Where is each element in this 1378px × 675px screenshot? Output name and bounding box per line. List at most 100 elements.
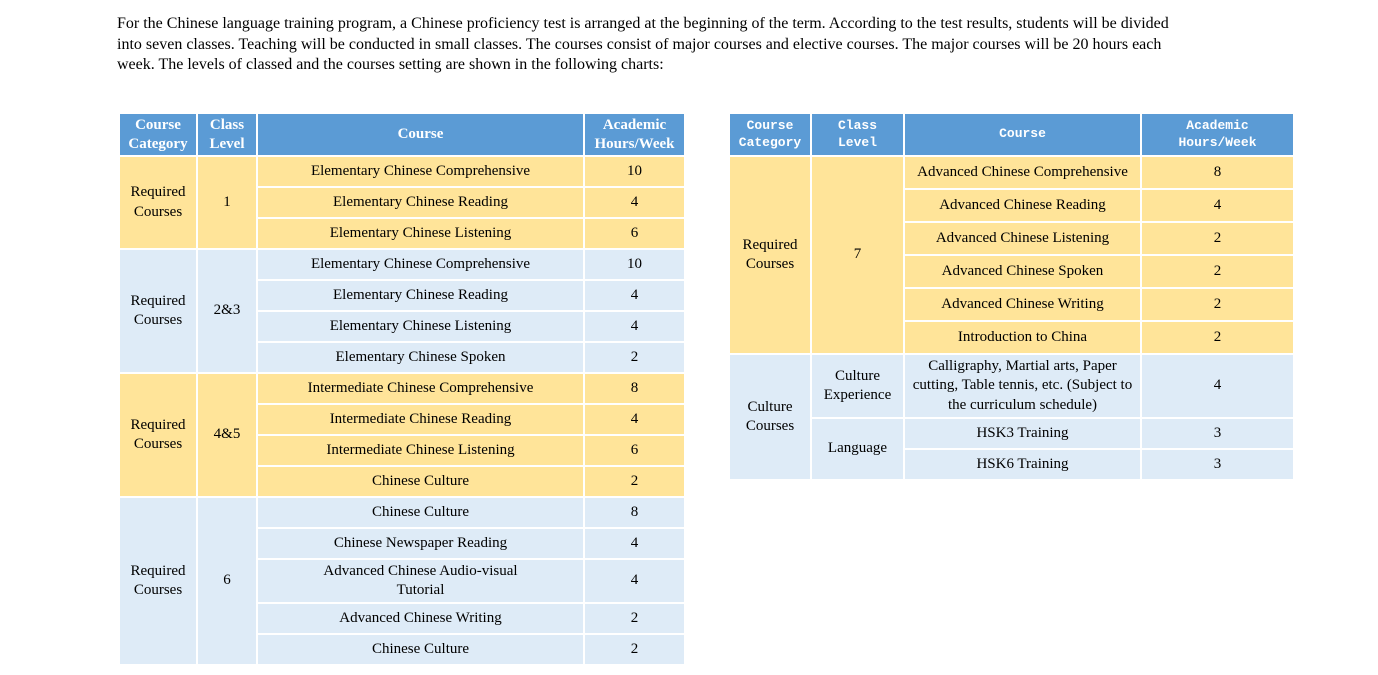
header-cell-category: Course Category — [118, 112, 198, 157]
hours-cell: 2 — [1140, 221, 1295, 256]
table-row: Advanced Chinese Listening 2 — [729, 221, 1295, 256]
table-row: Intermediate Chinese Listening 6 — [119, 434, 686, 467]
category-cell: Required Courses — [118, 496, 198, 666]
hours-cell: 2 — [1140, 254, 1295, 289]
hours-cell: 8 — [1140, 155, 1295, 190]
table-row: Advanced Chinese Spoken 2 — [729, 254, 1295, 289]
level-cell: Culture Experience — [810, 353, 905, 419]
table-row: Required Courses 6 Chinese Culture 8 — [118, 496, 686, 666]
table-row: Chinese Culture 2 — [119, 633, 686, 666]
category-cell: Required Courses — [118, 248, 198, 374]
hours-cell: 4 — [583, 186, 686, 219]
hours-cell: 2 — [583, 633, 686, 666]
category-cell: Culture Courses — [728, 353, 812, 481]
header-cell-category: Course Category — [728, 112, 812, 157]
course-cell: Elementary Chinese Reading — [256, 186, 585, 219]
hours-cell: 4 — [1140, 188, 1295, 223]
hours-cell: 4 — [583, 558, 686, 604]
course-cell: Chinese Newspaper Reading — [256, 527, 585, 560]
course-cell: Elementary Chinese Reading — [256, 279, 585, 312]
course-cell: HSK3 Training — [903, 417, 1142, 450]
hours-cell: 4 — [583, 279, 686, 312]
intro-line: into seven classes. Teaching will be con… — [117, 35, 1162, 53]
header-row: Course Category Class Level Course Acade… — [728, 112, 1295, 157]
hours-cell: 4 — [583, 527, 686, 560]
hours-cell: 8 — [583, 496, 686, 529]
header-cell-level: Class Level — [810, 112, 905, 157]
course-cell: Advanced Chinese Comprehensive — [903, 155, 1142, 190]
level-cell: 2&3 — [196, 248, 258, 374]
course-cell: Calligraphy, Martial arts, Paper cutting… — [903, 353, 1142, 419]
hours-cell: 2 — [583, 465, 686, 498]
hours-cell: 10 — [583, 155, 686, 188]
course-cell: Elementary Chinese Spoken — [256, 341, 585, 374]
hours-cell: 2 — [583, 602, 686, 635]
right-course-table: Course Category Class Level Course Acade… — [728, 112, 1295, 481]
table-row: Intermediate Chinese Reading 4 — [119, 403, 686, 436]
course-cell: Intermediate Chinese Reading — [256, 403, 585, 436]
table-row: Elementary Chinese Spoken 2 — [119, 341, 686, 374]
table-row: Elementary Chinese Reading 4 — [119, 279, 686, 312]
category-cell: Required Courses — [728, 155, 812, 355]
course-cell: Elementary Chinese Comprehensive — [256, 248, 585, 281]
table-row: Advanced Chinese Reading 4 — [729, 188, 1295, 223]
level-cell: 1 — [196, 155, 258, 250]
hours-cell: 6 — [583, 434, 686, 467]
hours-cell: 10 — [583, 248, 686, 281]
hours-cell: 6 — [583, 217, 686, 250]
course-cell: Intermediate Chinese Listening — [256, 434, 585, 467]
table-row: Elementary Chinese Listening 6 — [119, 217, 686, 250]
table-row: Required Courses 7 Advanced Chinese Comp… — [728, 155, 1295, 355]
header-cell-course: Course — [256, 112, 585, 157]
table-row: Chinese Newspaper Reading 4 — [119, 527, 686, 560]
hours-cell: 3 — [1140, 417, 1295, 450]
course-cell: Elementary Chinese Comprehensive — [256, 155, 585, 188]
course-cell: Elementary Chinese Listening — [256, 310, 585, 343]
hours-cell: 2 — [1140, 287, 1295, 322]
table-row: Advanced Chinese Writing 2 — [729, 287, 1295, 322]
intro-line: For the Chinese language training progra… — [117, 15, 1169, 32]
course-cell: Chinese Culture — [256, 633, 585, 666]
course-cell: Advanced Chinese Listening — [903, 221, 1142, 256]
table-row: Required Courses 1 Elementary Chinese Co… — [118, 155, 686, 250]
intro-paragraph: For the Chinese language training progra… — [117, 14, 1169, 76]
left-course-table: Course Category Class Level Course Acade… — [118, 112, 686, 666]
hours-cell: 2 — [1140, 320, 1295, 355]
course-cell: Elementary Chinese Listening — [256, 217, 585, 250]
level-cell: 7 — [810, 155, 905, 355]
hours-cell: 4 — [583, 310, 686, 343]
table-row: Chinese Culture 2 — [119, 465, 686, 498]
course-cell: Chinese Culture — [256, 465, 585, 498]
table-row: Required Courses 2&3 Elementary Chinese … — [118, 248, 686, 374]
course-cell: Introduction to China — [903, 320, 1142, 355]
table-row: Advanced Chinese Writing 2 — [119, 602, 686, 635]
table-row: Language HSK3 Training 3 — [729, 417, 1295, 481]
course-cell: Advanced Chinese Audio-visual Tutorial — [256, 558, 585, 604]
header-cell-course: Course — [903, 112, 1142, 157]
course-cell: HSK6 Training — [903, 448, 1142, 481]
header-row: Course Category Class Level Course Acade… — [118, 112, 686, 157]
course-cell: Intermediate Chinese Comprehensive — [256, 372, 585, 405]
category-cell: Required Courses — [118, 372, 198, 498]
intro-line: week. The levels of classed and the cour… — [117, 56, 664, 73]
table-row: Introduction to China 2 — [729, 320, 1295, 355]
course-cell: Advanced Chinese Spoken — [903, 254, 1142, 289]
hours-cell: 2 — [583, 341, 686, 374]
category-cell: Required Courses — [118, 155, 198, 250]
hours-cell: 8 — [583, 372, 686, 405]
header-cell-hours: Academic Hours/Week — [583, 112, 686, 157]
hours-cell: 4 — [583, 403, 686, 436]
course-cell: Advanced Chinese Writing — [256, 602, 585, 635]
header-cell-level: Class Level — [196, 112, 258, 157]
level-cell: Language — [810, 417, 905, 481]
course-cell: Chinese Culture — [256, 496, 585, 529]
hours-cell: 4 — [1140, 353, 1295, 419]
table-row: Advanced Chinese Audio-visual Tutorial 4 — [119, 558, 686, 604]
level-cell: 4&5 — [196, 372, 258, 498]
table-row: Required Courses 4&5 Intermediate Chines… — [118, 372, 686, 498]
header-cell-hours: Academic Hours/Week — [1140, 112, 1295, 157]
hours-cell: 3 — [1140, 448, 1295, 481]
table-row: Elementary Chinese Listening 4 — [119, 310, 686, 343]
course-cell: Advanced Chinese Reading — [903, 188, 1142, 223]
table-row: Culture Courses Culture Experience Calli… — [728, 353, 1295, 481]
